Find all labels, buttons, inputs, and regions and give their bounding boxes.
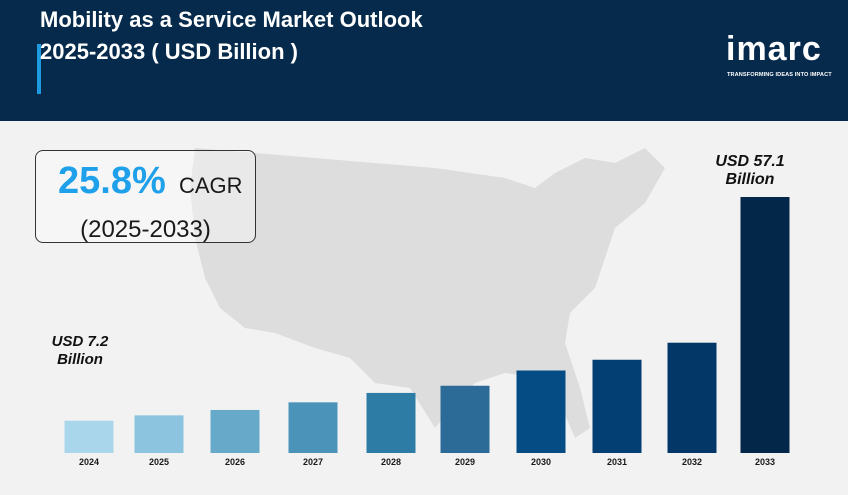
x-tick-2026: 2026 [225, 457, 245, 467]
title-line-1: Mobility as a Service Market Outlook [40, 7, 423, 32]
bar-2032 [667, 342, 717, 453]
cagr-callout: 25.8% CAGR (2025-2033) [35, 150, 256, 243]
cagr-period: (2025-2033) [80, 216, 211, 243]
title-line-2: 2025-2033 ( USD Billion ) [40, 39, 298, 64]
imarc-logo: imarc TRANSFORMING IDEAS INTO IMPACT [726, 30, 838, 84]
x-tick-2030: 2030 [531, 457, 551, 467]
bar-2024 [64, 420, 114, 453]
x-tick-2029: 2029 [455, 457, 475, 467]
x-tick-2033: 2033 [755, 457, 775, 467]
cagr-label: CAGR [179, 173, 243, 198]
bar-2029 [440, 385, 490, 453]
x-tick-2024: 2024 [79, 457, 99, 467]
x-tick-2032: 2032 [682, 457, 702, 467]
logo-word: imarc [726, 30, 822, 68]
bar-2026 [210, 409, 260, 453]
usa-map-background [190, 148, 665, 438]
x-tick-2027: 2027 [303, 457, 323, 467]
start-annotation-line-1: USD 7.2 [51, 333, 109, 350]
bar-2031 [592, 359, 642, 453]
end-value-annotation: USD 57.1 Billion [700, 153, 800, 189]
cagr-value: 25.8% [58, 160, 166, 202]
title-accent-bar [37, 44, 41, 94]
logo-tagline: TRANSFORMING IDEAS INTO IMPACT [727, 72, 832, 78]
bar-2027 [288, 402, 338, 453]
bar-2025 [134, 415, 184, 453]
bar-2030 [516, 370, 566, 453]
start-annotation-line-2: Billion [57, 351, 103, 368]
page-title: Mobility as a Service Market Outlook 202… [40, 4, 423, 68]
x-tick-2028: 2028 [381, 457, 401, 467]
bar-2028 [366, 392, 416, 453]
end-annotation-line-1: USD 57.1 [715, 153, 785, 170]
bar-group [64, 197, 790, 453]
bar-2033 [740, 197, 790, 453]
x-tick-2031: 2031 [607, 457, 627, 467]
x-tick-group: 2024 2025 2026 2027 2028 2029 2030 2031 2032 2033 [79, 457, 775, 467]
end-annotation-line-2: Billion [725, 171, 775, 188]
header-banner: Mobility as a Service Market Outlook 202… [0, 0, 848, 121]
start-value-annotation: USD 7.2 Billion [40, 333, 120, 369]
x-tick-2025: 2025 [149, 457, 169, 467]
